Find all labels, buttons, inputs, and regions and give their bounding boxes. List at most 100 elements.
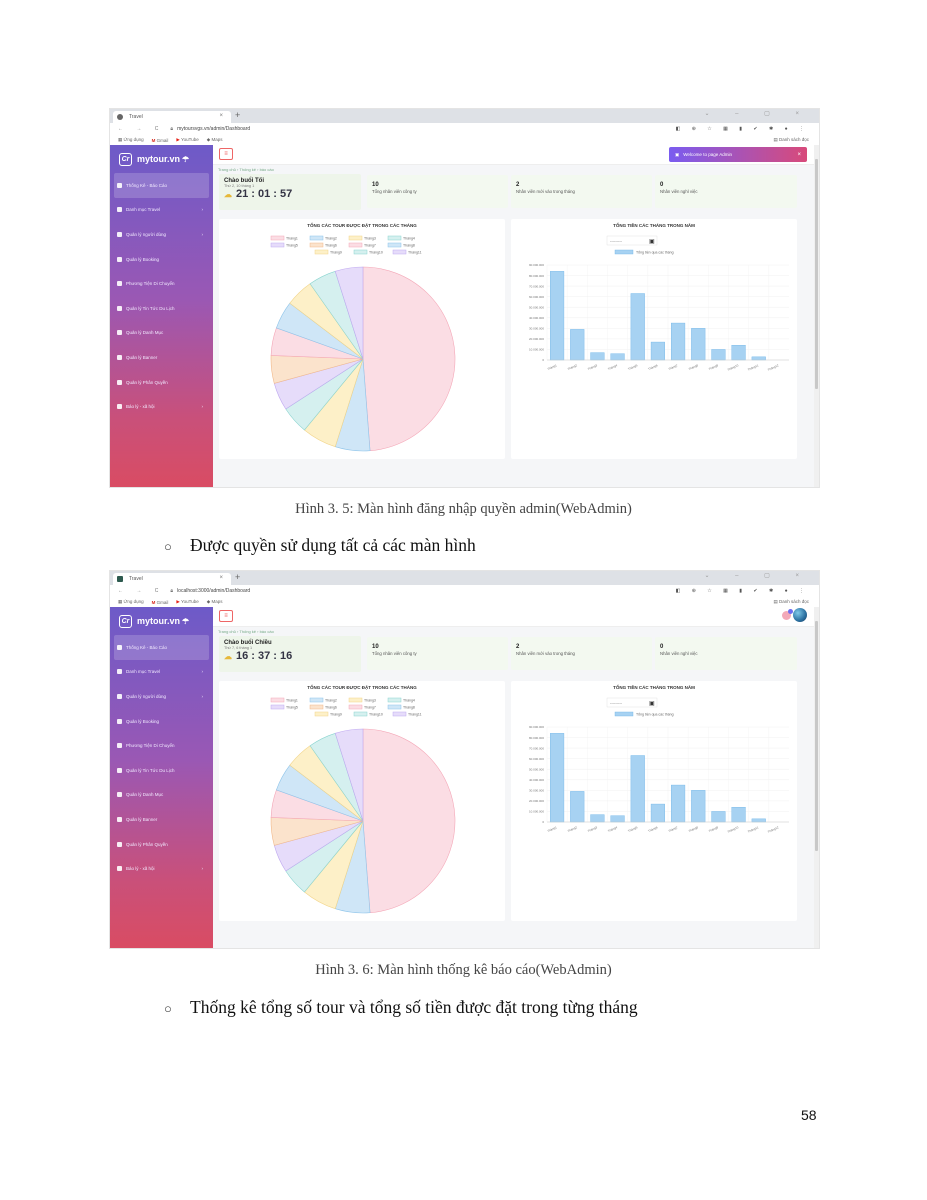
legend-label[interactable]: Tháng3 bbox=[364, 699, 376, 703]
sidebar-item-5[interactable]: Phương Tiện Di Chuyển bbox=[110, 733, 213, 758]
sidebar-item-2[interactable]: Danh mục Travel › bbox=[110, 198, 213, 223]
sidebar-item-3[interactable]: Quản lý người dùng › bbox=[110, 684, 213, 709]
sidebar-item-7[interactable]: Quản lý Danh Mục bbox=[110, 321, 213, 346]
brand[interactable]: Cr mytour.vn ☂ bbox=[110, 607, 213, 635]
pie-slice-11[interactable] bbox=[334, 266, 364, 360]
bookmark-maps[interactable]: ◆ Maps bbox=[206, 599, 223, 604]
bar-3[interactable] bbox=[590, 814, 605, 823]
legend-label[interactable]: Tháng7 bbox=[364, 706, 376, 710]
menu-toggle-icon[interactable]: ≡ bbox=[219, 148, 233, 160]
address-bar[interactable]: ← → C 🔒︎ mytoursvgs.vn/admin/Dashboard ◧… bbox=[110, 123, 819, 135]
bar-5[interactable] bbox=[630, 293, 645, 361]
bar-7[interactable] bbox=[671, 322, 686, 361]
legend-label[interactable]: Tháng4 bbox=[403, 699, 415, 703]
sidebar-item-4[interactable]: Quản lý Booking bbox=[110, 247, 213, 272]
bar-1[interactable] bbox=[550, 271, 565, 361]
legend-label[interactable]: Tháng5 bbox=[286, 244, 298, 248]
bar-10[interactable] bbox=[731, 345, 746, 361]
sidebar-item-4[interactable]: Quản lý Booking bbox=[110, 709, 213, 734]
brand[interactable]: Cr mytour.vn ☂ bbox=[110, 145, 213, 173]
sidebar-item-5[interactable]: Phương Tiện Di Chuyển bbox=[110, 271, 213, 296]
legend-label[interactable]: Tháng3 bbox=[364, 237, 376, 241]
legend-label[interactable]: Tháng2 bbox=[325, 237, 337, 241]
bar-9[interactable] bbox=[711, 349, 726, 361]
close-tab-icon[interactable]: × bbox=[219, 575, 223, 581]
bar-9[interactable] bbox=[711, 811, 726, 823]
legend-label[interactable]: Tháng7 bbox=[364, 244, 376, 248]
legend-label[interactable]: Tháng9 bbox=[330, 251, 342, 255]
legend-label[interactable]: Tháng1 bbox=[286, 237, 298, 241]
extensions-icon[interactable]: ◧ ⊕ ☆ ▦ ▮ ✔ ✱ ● ⋮ bbox=[675, 588, 809, 594]
notification-bell-icon[interactable] bbox=[782, 608, 793, 620]
extensions-icon[interactable]: ◧ ⊕ ☆ ▦ ▮ ✔ ✱ ● ⋮ bbox=[675, 126, 809, 132]
new-tab-icon[interactable]: + bbox=[235, 572, 241, 582]
pie-slice-1[interactable] bbox=[362, 266, 456, 452]
window-controls[interactable]: ⌄ – ▢ × bbox=[704, 111, 811, 117]
legend-label[interactable]: Tháng9 bbox=[330, 713, 342, 717]
date-input[interactable] bbox=[606, 235, 658, 246]
bookmark-gmail[interactable]: M Gmail bbox=[151, 599, 169, 605]
bar-11[interactable] bbox=[751, 356, 766, 361]
bar-6[interactable] bbox=[650, 803, 665, 823]
sidebar-item-9[interactable]: Quản lý Phân Quyền bbox=[110, 832, 213, 857]
bookmark-youtube[interactable]: ▶ YouTube bbox=[176, 137, 199, 142]
bar-8[interactable] bbox=[691, 790, 706, 823]
bookmark-maps[interactable]: ◆ Maps bbox=[206, 137, 223, 142]
bar-6[interactable] bbox=[650, 341, 665, 361]
bar-11[interactable] bbox=[751, 818, 766, 823]
bar-4[interactable] bbox=[610, 353, 625, 361]
sidebar-item-3[interactable]: Quản lý người dùng › bbox=[110, 222, 213, 247]
pie-slice-11[interactable] bbox=[334, 728, 364, 822]
bookmark-youtube[interactable]: ▶ YouTube bbox=[176, 599, 199, 604]
legend-label[interactable]: Tháng6 bbox=[325, 244, 337, 248]
pie-slice-1[interactable] bbox=[362, 728, 456, 914]
date-input[interactable] bbox=[606, 697, 658, 708]
bar-8[interactable] bbox=[691, 328, 706, 361]
sidebar-item-1[interactable]: Thống Kê - Báo Cáo bbox=[114, 173, 209, 198]
scrollbar[interactable] bbox=[814, 607, 819, 948]
legend-label[interactable]: Tháng11 bbox=[408, 251, 422, 255]
address-bar[interactable]: ← → C 🔒︎ localhost:3000/admin/Dashboard … bbox=[110, 585, 819, 597]
bar-10[interactable] bbox=[731, 807, 746, 823]
nav-buttons-icon[interactable]: ← → C bbox=[118, 588, 165, 594]
legend-label[interactable]: Tháng5 bbox=[286, 706, 298, 710]
browser-tab[interactable]: Travel × bbox=[113, 111, 231, 123]
calendar-icon[interactable]: ▣ bbox=[649, 701, 655, 707]
bookmark-gmail[interactable]: M Gmail bbox=[151, 137, 169, 143]
scrollbar[interactable] bbox=[814, 145, 819, 487]
bar-2[interactable] bbox=[570, 791, 585, 823]
sidebar-item-10[interactable]: Báo lý - xã hội › bbox=[110, 394, 213, 419]
browser-tab[interactable]: Travel × bbox=[113, 573, 231, 585]
legend-label[interactable]: Tháng8 bbox=[403, 706, 415, 710]
menu-toggle-icon[interactable]: ≡ bbox=[219, 610, 233, 622]
legend-label[interactable]: Tháng10 bbox=[369, 251, 383, 255]
sidebar-item-8[interactable]: Quản lý Banner bbox=[110, 807, 213, 832]
bar-1[interactable] bbox=[550, 733, 565, 823]
bar-7[interactable] bbox=[671, 784, 686, 823]
sidebar-item-7[interactable]: Quản lý Danh Mục bbox=[110, 783, 213, 808]
legend-label[interactable]: Tổng tiền qua các tháng bbox=[636, 713, 674, 717]
reading-list[interactable]: ▤ Danh sách đọc bbox=[773, 599, 809, 604]
calendar-icon[interactable]: ▣ bbox=[649, 239, 655, 245]
bar-2[interactable] bbox=[570, 329, 585, 361]
legend-label[interactable]: Tháng11 bbox=[408, 713, 422, 717]
legend-label[interactable]: Tổng tiền qua các tháng bbox=[636, 251, 674, 255]
sidebar-item-1[interactable]: Thống Kê - Báo Cáo bbox=[114, 635, 209, 660]
window-controls[interactable]: ⌄ – ▢ × bbox=[704, 573, 811, 579]
bookmark-apps[interactable]: ▦ Ứng dụng bbox=[118, 137, 144, 142]
legend-label[interactable]: Tháng4 bbox=[403, 237, 415, 241]
nav-buttons-icon[interactable]: ← → C bbox=[118, 126, 165, 132]
legend-label[interactable]: Tháng10 bbox=[369, 713, 383, 717]
legend-label[interactable]: Tháng2 bbox=[325, 699, 337, 703]
close-toast-icon[interactable]: × bbox=[797, 151, 801, 158]
legend-label[interactable]: Tháng8 bbox=[403, 244, 415, 248]
bar-3[interactable] bbox=[590, 352, 605, 361]
bar-4[interactable] bbox=[610, 815, 625, 823]
sidebar-item-9[interactable]: Quản lý Phân Quyền bbox=[110, 370, 213, 395]
sidebar-item-2[interactable]: Danh mục Travel › bbox=[110, 660, 213, 685]
sidebar-item-6[interactable]: Quản lý Tin Tức Du Lịch bbox=[110, 296, 213, 321]
legend-label[interactable]: Tháng1 bbox=[286, 699, 298, 703]
bar-5[interactable] bbox=[630, 755, 645, 823]
sidebar-item-10[interactable]: Báo lý - xã hội › bbox=[110, 856, 213, 881]
legend-label[interactable]: Tháng6 bbox=[325, 706, 337, 710]
